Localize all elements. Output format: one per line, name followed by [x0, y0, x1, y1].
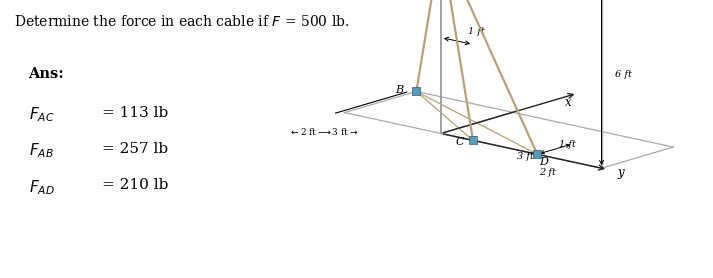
Text: Determine the force in each cable if $F$ = 500 lb.: Determine the force in each cable if $F$… [14, 14, 350, 29]
Text: = 257 lb: = 257 lb [101, 142, 168, 156]
Text: $F_{AB}$: $F_{AB}$ [29, 142, 53, 160]
Text: x: x [565, 96, 571, 109]
Text: = 113 lb: = 113 lb [101, 106, 168, 120]
Text: B: B [395, 85, 403, 95]
Text: 1 ft: 1 ft [559, 140, 576, 149]
Text: $F_{AC}$: $F_{AC}$ [29, 106, 54, 124]
Text: 2 ft: 2 ft [539, 168, 556, 177]
Text: Ans:: Ans: [29, 67, 64, 81]
Text: 6 ft: 6 ft [615, 70, 632, 79]
Text: = 210 lb: = 210 lb [101, 178, 168, 192]
Text: 1 ft: 1 ft [468, 27, 485, 36]
Text: $\leftarrow$2 ft$\longrightarrow$3 ft$\rightarrow$: $\leftarrow$2 ft$\longrightarrow$3 ft$\r… [289, 126, 358, 137]
Text: D: D [539, 157, 548, 167]
Text: y: y [617, 166, 624, 179]
Text: $F_{AD}$: $F_{AD}$ [29, 178, 54, 197]
Text: C: C [455, 137, 463, 147]
Text: 3 ft: 3 ft [516, 152, 533, 161]
